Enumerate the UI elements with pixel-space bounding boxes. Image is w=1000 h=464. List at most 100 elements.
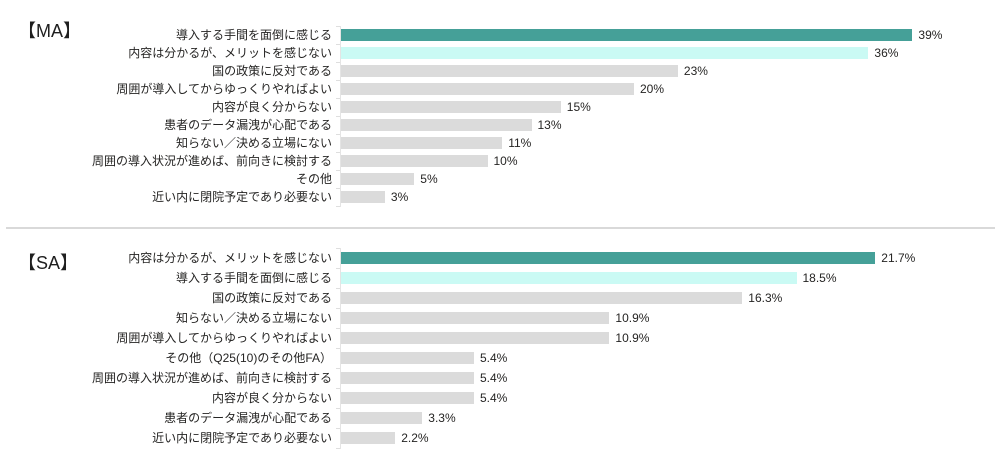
category-label-text: 周囲が導入してからゆっくりやればよい — [116, 82, 332, 96]
category-label-text: 知らない／決める立場にない — [175, 136, 332, 150]
bar-row: 患者のデータ漏洩が心配である 3.3% — [0, 408, 1000, 428]
bar — [341, 155, 488, 167]
value-label: 10% — [493, 154, 518, 168]
bar-row: その他（Q25(10)のその他FA） 5.4% — [0, 348, 1000, 368]
category-label-text: 近い内に閉院予定であり必要ない — [152, 431, 332, 445]
bar-row: 近い内に閉院予定であり必要ない 3% — [0, 188, 1000, 206]
category-label-text: 周囲の導入状況が進めば、前向きに検討する — [91, 371, 332, 385]
value-label: 16.3% — [748, 291, 783, 305]
bar-row: 内容が良く分からない 5.4% — [0, 388, 1000, 408]
bar — [341, 372, 474, 384]
value-label: 5.4% — [480, 351, 508, 365]
bar — [341, 432, 396, 444]
value-label: 5% — [420, 172, 438, 186]
category-axis-ticks — [336, 26, 340, 208]
bar-row: 内容が良く分からない 15% — [0, 98, 1000, 116]
bar — [341, 412, 423, 424]
bar — [341, 252, 876, 264]
category-label: 内容は分かるが、メリットを感じない — [0, 46, 341, 60]
category-label-text: その他 — [295, 172, 332, 186]
bar-row: 周囲が導入してからゆっくりやればよい 20% — [0, 80, 1000, 98]
category-label: 知らない／決める立場にない — [0, 311, 341, 325]
category-label-text: 内容は分かるが、メリットを感じない — [128, 251, 332, 265]
category-label-text: 内容は分かるが、メリットを感じない — [128, 46, 332, 60]
bar — [341, 173, 415, 185]
bar — [341, 392, 474, 404]
category-label: その他（Q25(10)のその他FA） — [0, 351, 341, 365]
bar-row: 知らない／決める立場にない 10.9% — [0, 308, 1000, 328]
bar — [341, 352, 474, 364]
category-axis-ticks — [336, 248, 340, 450]
bar — [341, 292, 743, 304]
category-label: 近い内に閉院予定であり必要ない — [0, 190, 341, 204]
category-axis-line — [340, 26, 341, 207]
bar-row: 国の政策に反対である 16.3% — [0, 288, 1000, 308]
category-label: 周囲の導入状況が進めば、前向きに検討する — [0, 154, 341, 168]
category-label: 国の政策に反対である — [0, 291, 341, 305]
category-label: 患者のデータ漏洩が心配である — [0, 118, 341, 132]
category-label: 導入する手間を面倒に感じる — [0, 271, 341, 285]
category-label-text: 患者のデータ漏洩が心配である — [164, 118, 332, 132]
bar — [341, 191, 385, 203]
value-label: 36% — [874, 46, 899, 60]
category-label: 周囲が導入してからゆっくりやればよい — [0, 331, 341, 345]
category-label-text: 周囲の導入状況が進めば、前向きに検討する — [91, 154, 332, 168]
bar-row: 国の政策に反対である 23% — [0, 62, 1000, 80]
category-label-text: 導入する手間を面倒に感じる — [175, 28, 332, 42]
category-label: 内容が良く分からない — [0, 391, 341, 405]
bar — [341, 29, 913, 41]
value-label: 18.5% — [802, 271, 837, 285]
bar — [341, 65, 678, 77]
category-label-text: 知らない／決める立場にない — [175, 311, 332, 325]
category-label: 患者のデータ漏洩が心配である — [0, 411, 341, 425]
bar-row: 周囲の導入状況が進めば、前向きに検討する 10% — [0, 152, 1000, 170]
bar-row: 内容は分かるが、メリットを感じない 36% — [0, 44, 1000, 62]
bar-row: 導入する手間を面倒に感じる 18.5% — [0, 268, 1000, 288]
value-label: 21.7% — [881, 251, 916, 265]
bar-row: 周囲の導入状況が進めば、前向きに検討する 5.4% — [0, 368, 1000, 388]
category-label: 内容が良く分からない — [0, 100, 341, 114]
bar — [341, 137, 503, 149]
value-label: 3% — [390, 190, 409, 204]
category-label-text: 導入する手間を面倒に感じる — [175, 271, 332, 285]
value-label: 13% — [537, 118, 562, 132]
category-label: 導入する手間を面倒に感じる — [0, 28, 341, 42]
value-label: 23% — [683, 64, 708, 78]
value-label: 3.3% — [428, 411, 456, 425]
bar-row: 導入する手間を面倒に感じる 39% — [0, 26, 1000, 44]
bar — [341, 272, 797, 284]
bar — [341, 101, 561, 113]
value-label: 10.9% — [615, 331, 650, 345]
category-label-text: 周囲が導入してからゆっくりやればよい — [116, 331, 332, 345]
chart-sa-title: 【SA】 — [18, 253, 79, 273]
bar-row: 内容は分かるが、メリットを感じない 21.7% — [0, 248, 1000, 268]
category-label-text: 国の政策に反対である — [212, 291, 332, 305]
value-label: 39% — [918, 28, 943, 42]
value-label: 11% — [508, 136, 532, 150]
category-label: 内容は分かるが、メリットを感じない — [0, 251, 341, 265]
category-label: その他 — [0, 172, 341, 186]
value-label: 20% — [640, 82, 665, 96]
category-label: 知らない／決める立場にない — [0, 136, 341, 150]
category-label-text: 内容が良く分からない — [211, 100, 332, 114]
chart-ma-rows: 導入する手間を面倒に感じる 39% 内容は分かるが、メリットを感じない 36% 国の政策… — [0, 26, 1000, 206]
bar-row: 患者のデータ漏洩が心配である 13% — [0, 116, 1000, 134]
value-label: 2.2% — [401, 431, 429, 445]
category-axis-line — [340, 248, 341, 449]
bar — [341, 119, 532, 131]
chart-ma-title: 【MA】 — [18, 21, 81, 41]
chart-ma: 【MA】 導入する手間を面倒に感じる 39% 内容は分かるが、メリットを感じない 36… — [0, 21, 1000, 208]
bar-row: その他 5% — [0, 170, 1000, 188]
bar-row: 近い内に閉院予定であり必要ない 2.2% — [0, 428, 1000, 448]
category-label-text: 国の政策に反対である — [212, 64, 332, 78]
bar-row: 周囲が導入してからゆっくりやればよい 10.9% — [0, 328, 1000, 348]
category-label: 近い内に閉院予定であり必要ない — [0, 431, 341, 445]
bar — [341, 332, 610, 344]
category-label-text: 近い内に閉院予定であり必要ない — [152, 190, 332, 204]
category-label-text: その他（Q25(10)のその他FA） — [165, 351, 332, 365]
chart-sa-rows: 内容は分かるが、メリットを感じない 21.7% 導入する手間を面倒に感じる 18.5%… — [0, 248, 1000, 448]
section-divider — [6, 227, 995, 229]
value-label: 10.9% — [615, 311, 650, 325]
bar — [341, 312, 610, 324]
